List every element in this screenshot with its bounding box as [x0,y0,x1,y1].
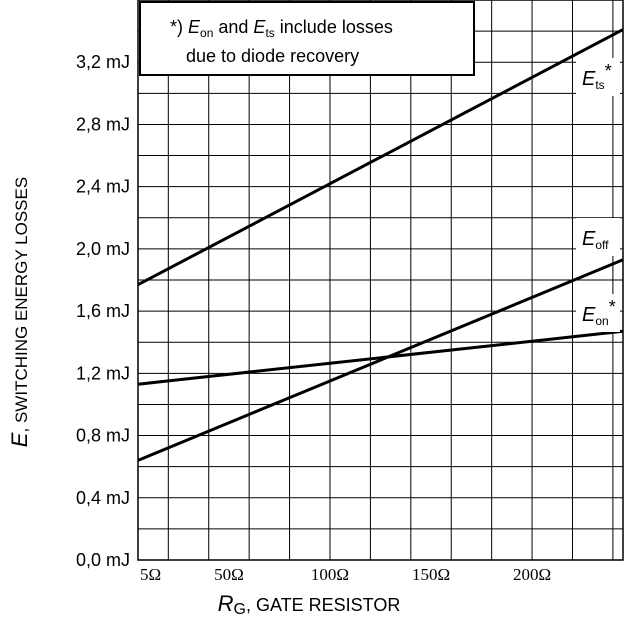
annotation-box: *) Eon and Ets include losses due to dio… [140,2,474,75]
x-axis-label: RG, GATE RESISTOR [218,591,401,618]
y-tick-label: 3,2 mJ [76,52,130,72]
y-tick-label: 2,8 mJ [76,114,130,134]
x-tick-label: 5Ω [140,565,161,584]
x-tick-label: 200Ω [513,565,551,584]
x-tick-label: 50Ω [214,565,244,584]
y-axis-label: E, SWITCHING ENERGY LOSSES [7,177,32,447]
y-tick-label: 2,0 mJ [76,239,130,259]
y-tick-labels: 0,0 mJ 0,4 mJ 0,8 mJ 1,2 mJ 1,6 mJ 2,0 mJ 2,4 … [76,52,130,570]
x-tick-label: 100Ω [311,565,349,584]
y-tick-label: 0,8 mJ [76,426,130,446]
y-tick-label: 1,2 mJ [76,363,130,383]
y-tick-label: 2,4 mJ [76,177,130,197]
y-tick-label: 0,0 mJ [76,550,130,570]
annotation-line-2: due to diode recovery [186,46,359,66]
y-tick-label: 1,6 mJ [76,301,130,321]
grid [138,0,623,560]
series-line-eon [138,331,623,384]
x-tick-labels: 5Ω 50Ω 100Ω 150Ω 200Ω [140,565,551,584]
y-tick-label: 0,4 mJ [76,488,130,508]
x-tick-label: 150Ω [412,565,450,584]
series-line-eoff [138,260,623,461]
series-lines [138,30,623,461]
